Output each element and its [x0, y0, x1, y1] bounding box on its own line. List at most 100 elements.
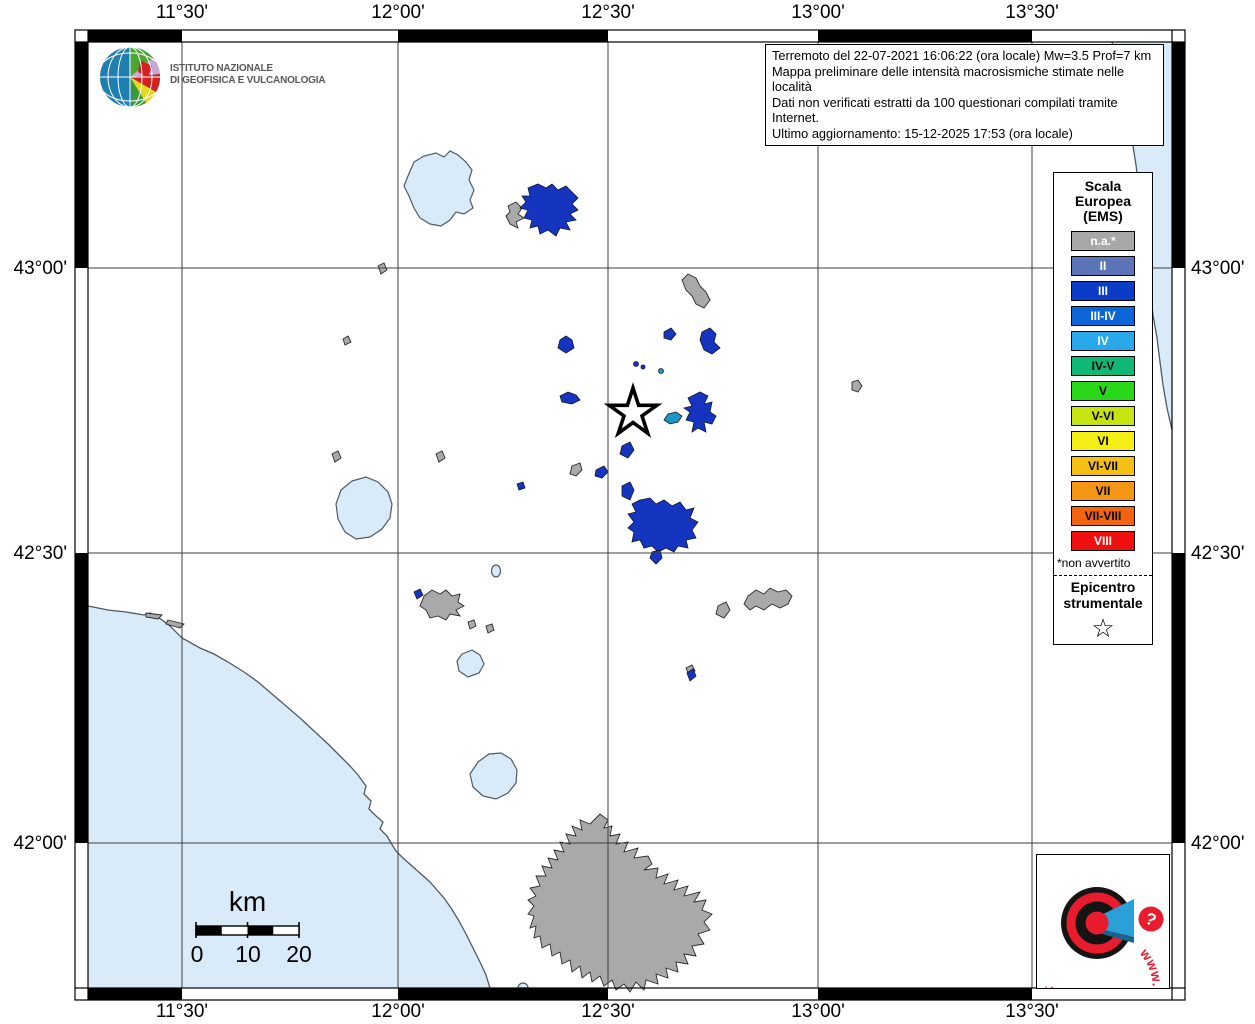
intensity-patch-iii [699, 327, 721, 355]
intensity-patch-iii [621, 481, 635, 501]
intensity-patch-iii-perugia [519, 183, 579, 237]
axis-label-lon: 12°30' [581, 1001, 635, 1022]
lake-vico [456, 649, 485, 678]
epicenter-legend-line: strumentale [1063, 595, 1143, 611]
ingv-globe-icon [100, 46, 161, 108]
ingv-name-line2: DI GEOFISICA E VULCANOLOGIA [170, 74, 326, 86]
locality-patch-na [435, 450, 446, 463]
intensity-patch-iii [516, 481, 526, 491]
legend-swatch-iii-iv: III-IV [1071, 306, 1135, 326]
legend-swatch-vi-vii: VI-VII [1071, 456, 1135, 476]
epicenter-legend-label: Epicentro strumentale [1054, 579, 1152, 611]
small-pond [517, 982, 529, 989]
axis-label-lon: 12°00' [371, 1001, 425, 1022]
axis-label-lon: 11°30' [155, 1001, 209, 1022]
intensity-patch-iii [413, 588, 424, 600]
lake-bolsena [335, 476, 393, 540]
axis-label-lon: 13°00' [791, 2, 845, 23]
megaphone-icon [1099, 899, 1134, 937]
legend-swatch-na: n.a.* [1071, 231, 1135, 251]
legend-swatch-ii: II [1071, 256, 1135, 276]
intensity-patch-iii-south [627, 497, 699, 553]
axis-label-lon: 12°30' [581, 2, 635, 23]
axis-label-lon: 12°00' [371, 2, 425, 23]
map-description: Mappa preliminare delle intensità macros… [772, 63, 1125, 95]
axis-label-lat: 43°00' [13, 258, 68, 279]
legend-swatch-v: V [1071, 381, 1135, 401]
intensity-patch-iii [686, 668, 697, 682]
tyrrhenian-sea [88, 606, 490, 988]
legend-separator [1054, 575, 1152, 576]
legend-swatch-vi: VI [1071, 431, 1135, 451]
earthquake-info-box: Terremoto del 22-07-2021 16:06:22 (ora l… [765, 44, 1164, 146]
bullseye-center [1085, 911, 1109, 935]
haisentito-logo: ? www.haisentitoilterremoto.it [1041, 887, 1165, 988]
event-summary: Terremoto del 22-07-2021 16:06:22 (ora l… [772, 48, 1152, 63]
legend-title-line: (EMS) [1083, 208, 1123, 224]
last-update: Ultimo aggiornamento: 15-12-2025 17:53 (… [772, 125, 1073, 141]
watermark-it: .it [1041, 986, 1057, 988]
locality-patch-na-rome [527, 813, 713, 993]
axis-label-lat: 42°30' [1191, 543, 1245, 564]
intensity-patch-iv [658, 368, 664, 374]
locality-patch-na [331, 450, 342, 463]
locality-patch-na [342, 335, 352, 346]
legend-swatch-vii: VII [1071, 481, 1135, 501]
locality-patch-na [715, 601, 731, 619]
scale-bar [195, 922, 300, 938]
lake-trasimeno [403, 150, 475, 227]
legend-footnote: *non avvertito [1057, 556, 1131, 570]
ems-legend: Scala Europea (EMS) n.a.* II III III-IV … [1053, 172, 1153, 645]
intensity-patch-iii [594, 465, 609, 479]
legend-swatches: n.a.* II III III-IV IV IV-V V V-VI VI VI… [1054, 231, 1152, 551]
locality-patch-na [851, 379, 863, 393]
coastal-islet [145, 612, 163, 620]
axis-label-lon: 13°30' [1005, 1001, 1059, 1022]
axis-label-lon: 11°30' [155, 2, 209, 23]
locality-patch-na [505, 201, 525, 229]
legend-swatch-iv: IV [1071, 331, 1135, 351]
locality-patch-na [485, 623, 495, 634]
ingv-name-line1: ISTITUTO NAZIONALE [170, 63, 273, 74]
ingv-logo: ISTITUTO NAZIONALE DI GEOFISICA E VULCAN… [98, 46, 326, 108]
data-source-note: Dati non verificati estratti da 100 ques… [772, 94, 1118, 126]
epicenter-legend-line: Epicentro [1070, 579, 1136, 595]
legend-swatch-viii: VIII [1071, 531, 1135, 551]
legend-title-line: Scala [1084, 178, 1122, 194]
legend-swatch-v-vi: V-VI [1071, 406, 1135, 426]
graticule [88, 42, 1172, 988]
legend-swatch-iv-v: IV-V [1071, 356, 1135, 376]
legend-title: Scala Europea (EMS) [1054, 179, 1152, 224]
axis-label-lat: 42°00' [1191, 833, 1245, 854]
axis-label-lon: 13°00' [791, 1001, 845, 1022]
axis-label-lat: 43°00' [1191, 258, 1245, 279]
epicenter-star-icon: ☆ [1091, 613, 1115, 643]
axis-label-lat: 42°30' [13, 543, 68, 564]
megaphone-shadow [1099, 929, 1134, 943]
locality-patch-na [743, 587, 793, 611]
locality-patch-na [681, 273, 711, 309]
scale-bar-unit: km [228, 886, 267, 917]
locality-patch-na [569, 462, 583, 477]
watermark-haisentito: haisentito [1112, 987, 1165, 988]
intensity-patch-iii [559, 391, 581, 405]
haisentito-logo-box: ? www.haisentitoilterremoto.it [1036, 854, 1170, 989]
legend-title-line: Europea [1074, 193, 1131, 209]
intensity-patch-iv [663, 411, 683, 425]
intensity-patch-iii [633, 361, 639, 367]
intensity-patch-iii [663, 327, 677, 341]
intensity-patch-iii [683, 391, 717, 433]
small-lake [490, 564, 502, 578]
scale-bar-tick-label: 0 [190, 941, 204, 967]
watermark-www: www. [1137, 945, 1165, 987]
locality-patch-na [419, 589, 465, 621]
scale-bar-tick-label: 10 [235, 941, 261, 967]
map-frame [74, 29, 1186, 1001]
epicenter-star [603, 382, 663, 438]
axis-label-lat: 42°00' [13, 833, 68, 854]
legend-swatch-iii: III [1071, 281, 1135, 301]
legend-swatch-vii-viii: VII-VIII [1071, 506, 1135, 526]
intensity-patch-iii [557, 335, 575, 354]
